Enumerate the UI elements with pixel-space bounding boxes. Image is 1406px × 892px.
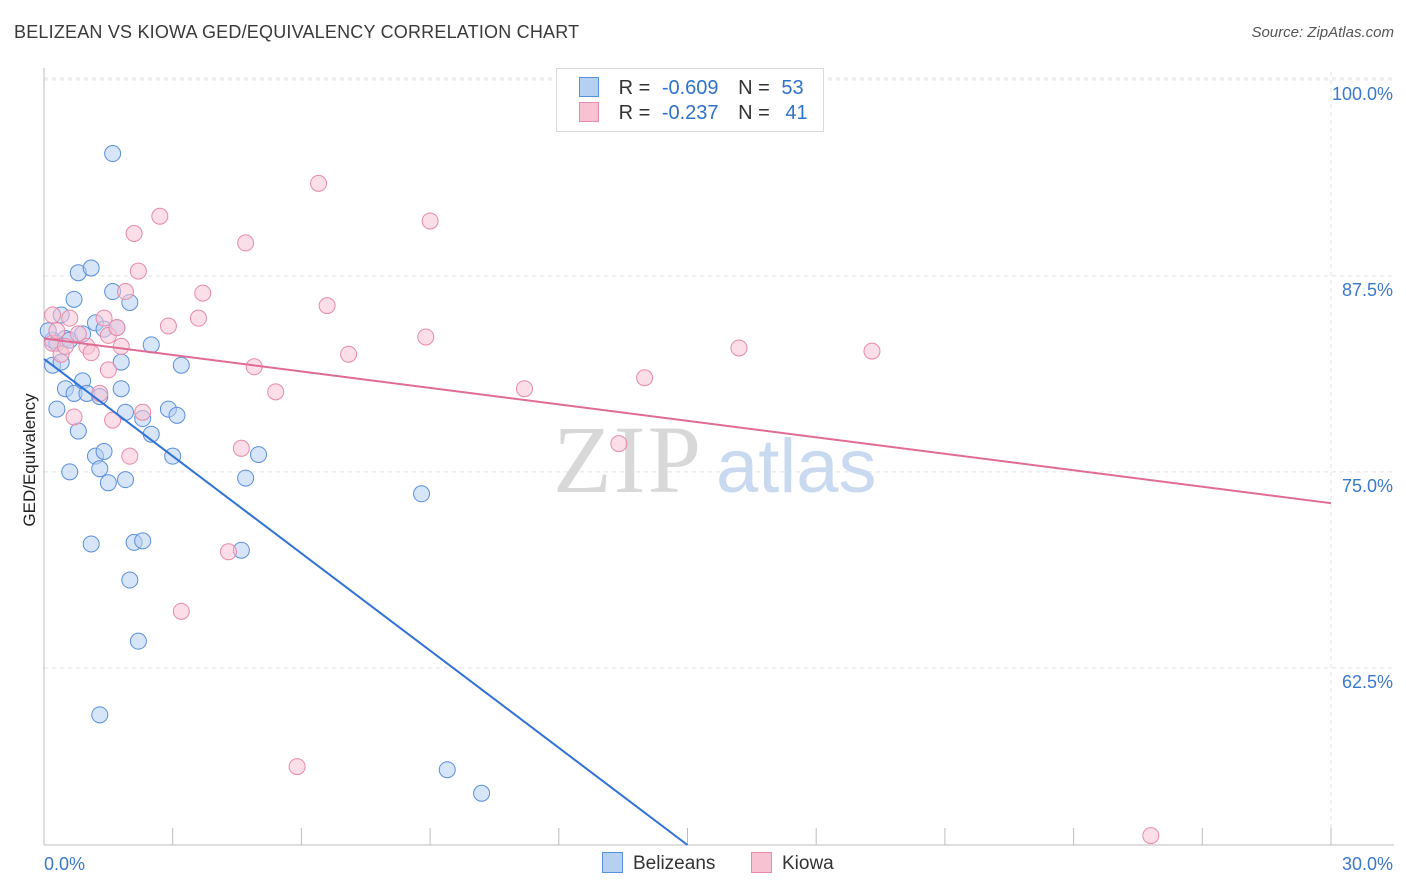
belizean-point bbox=[129, 632, 147, 650]
kiowa-point bbox=[112, 337, 130, 355]
belizean-point bbox=[91, 706, 109, 724]
watermark: ZIP atlas bbox=[553, 406, 877, 513]
belizean-point bbox=[413, 485, 431, 503]
kiowa-point bbox=[310, 174, 328, 192]
kiowa-point bbox=[417, 328, 435, 346]
belizean-point bbox=[473, 784, 491, 802]
legend-row-belizeans: R = -0.609 N = 53 bbox=[579, 77, 804, 101]
x-tick-label: 0.0% bbox=[44, 854, 85, 874]
axis-layer bbox=[43, 68, 1394, 846]
kiowa-point bbox=[340, 345, 358, 363]
belizean-point bbox=[82, 535, 100, 553]
kiowa-point bbox=[117, 283, 135, 301]
belizean-point bbox=[172, 356, 190, 374]
belizean-point bbox=[117, 471, 135, 489]
belizean-point bbox=[168, 406, 186, 424]
legend-n-label: N = bbox=[738, 77, 770, 99]
kiowa-point bbox=[44, 306, 62, 324]
legend-r-label: R = bbox=[618, 102, 651, 124]
kiowa-point bbox=[219, 543, 237, 561]
belizean-point bbox=[438, 761, 456, 779]
points-layer bbox=[39, 145, 1160, 845]
watermark-atlas: atlas bbox=[716, 424, 877, 509]
x-tick-label: 30.0% bbox=[1342, 854, 1393, 874]
kiowa-point bbox=[610, 435, 628, 453]
kiowa-point bbox=[129, 262, 147, 280]
belizean-point bbox=[95, 442, 113, 460]
belizean-point bbox=[121, 571, 139, 589]
legend-r-label: R = bbox=[618, 77, 651, 99]
kiowa-point bbox=[82, 344, 100, 362]
y-tick-label: 87.5% bbox=[1342, 280, 1393, 300]
kiowa-point bbox=[288, 758, 306, 776]
belizean-point bbox=[104, 145, 122, 163]
kiowa-point bbox=[48, 322, 66, 340]
kiowa-point bbox=[108, 319, 126, 337]
kiowa-point bbox=[69, 325, 87, 343]
label-layer: 62.5% 75.0% 87.5% 100.0% 0.0% 30.0% bbox=[44, 84, 1393, 874]
kiowa-point bbox=[515, 380, 533, 398]
kiowa-point bbox=[91, 384, 109, 402]
kiowa-point bbox=[1142, 827, 1160, 845]
legend-n-value: 53 bbox=[781, 77, 804, 99]
kiowa-point bbox=[65, 408, 83, 426]
kiowa-trendline bbox=[43, 337, 1332, 505]
legend-n-label: N = bbox=[738, 102, 770, 124]
kiowa-point bbox=[730, 339, 748, 357]
kiowa-point bbox=[95, 309, 113, 327]
kiowa-point bbox=[189, 309, 207, 327]
watermark-zip: ZIP bbox=[553, 406, 703, 513]
kiowa-point bbox=[104, 411, 122, 429]
legend-swatch-blue bbox=[579, 77, 599, 97]
y-tick-label: 100.0% bbox=[1332, 84, 1393, 104]
chart-title: BELIZEAN VS KIOWA GED/EQUIVALENCY CORREL… bbox=[14, 22, 580, 42]
belizean-point bbox=[134, 532, 152, 550]
kiowa-point bbox=[636, 369, 654, 387]
belizean-point bbox=[65, 290, 83, 308]
kiowa-point bbox=[421, 212, 439, 230]
bottom-swatch-pink bbox=[751, 852, 772, 873]
source-label: Source: ZipAtlas.com bbox=[1251, 24, 1394, 41]
kiowa-point bbox=[125, 224, 143, 242]
legend-row-kiowa: R = -0.237 N = 41 bbox=[579, 102, 808, 126]
kiowa-point bbox=[267, 383, 285, 401]
belizean-point bbox=[237, 469, 255, 487]
legend-n-value: 41 bbox=[785, 102, 808, 124]
belizean-point bbox=[48, 400, 66, 418]
kiowa-point bbox=[194, 284, 212, 302]
bottom-legend-label: Kiowa bbox=[782, 853, 834, 874]
belizean-point bbox=[91, 460, 109, 478]
y-tick-label: 62.5% bbox=[1342, 672, 1393, 692]
trend-layer bbox=[43, 337, 1332, 846]
kiowa-point bbox=[121, 447, 139, 465]
belizean-point bbox=[112, 380, 130, 398]
bottom-legend-kiowa: Kiowa bbox=[751, 852, 834, 876]
belizean-point bbox=[99, 474, 117, 492]
kiowa-point bbox=[318, 297, 336, 315]
kiowa-point bbox=[863, 342, 881, 360]
bottom-legend-label: Belizeans bbox=[633, 853, 716, 874]
legend-r-value: -0.237 bbox=[661, 102, 719, 124]
legend-swatch-pink bbox=[579, 102, 599, 122]
belizean-point bbox=[250, 446, 267, 464]
belizean-point bbox=[82, 259, 100, 277]
kiowa-point bbox=[134, 403, 152, 421]
legend-r-value: -0.609 bbox=[661, 77, 719, 99]
kiowa-point bbox=[61, 309, 79, 327]
kiowa-point bbox=[99, 361, 117, 379]
kiowa-point bbox=[232, 439, 250, 457]
belizean-point bbox=[69, 422, 87, 440]
kiowa-point bbox=[172, 602, 190, 620]
kiowa-point bbox=[159, 317, 177, 335]
bottom-swatch-blue bbox=[602, 852, 623, 873]
kiowa-point bbox=[151, 207, 169, 225]
kiowa-point bbox=[237, 234, 255, 252]
belizean-point bbox=[142, 336, 160, 354]
belizean-point bbox=[61, 463, 79, 481]
belizean-trendline bbox=[43, 358, 689, 846]
stats-legend: R = -0.609 N = 53 R = -0.237 N = 41 bbox=[556, 68, 824, 132]
bottom-legend-belizeans: Belizeans bbox=[602, 852, 715, 876]
y-tick-label: 75.0% bbox=[1342, 476, 1393, 496]
